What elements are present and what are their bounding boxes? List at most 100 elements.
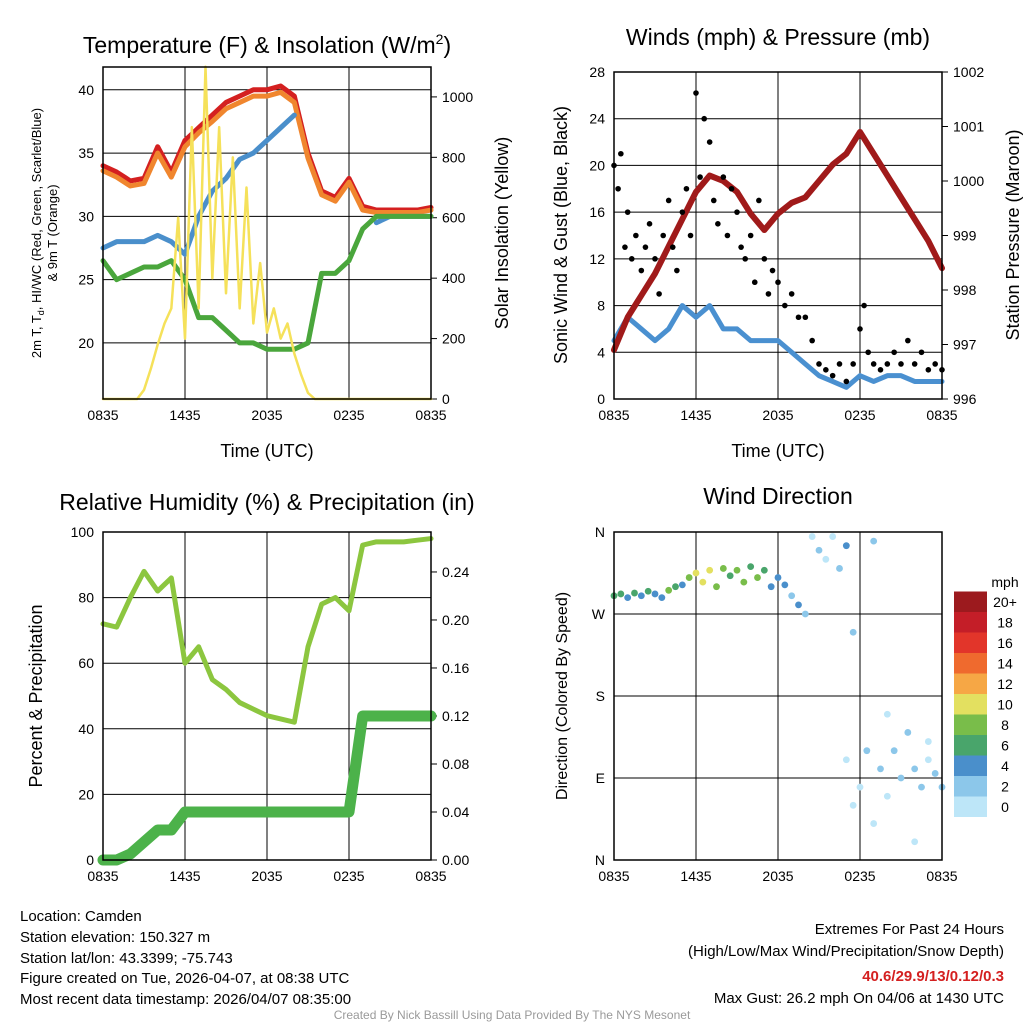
wind-direction-point (726, 572, 734, 580)
wdir-y-tick-label: N (595, 524, 605, 540)
credit-text: Created By Nick Bassill Using Data Provi… (334, 1008, 691, 1022)
wind-direction-point (911, 838, 919, 846)
gust-point (809, 337, 815, 344)
location-text: Location: Camden (20, 908, 142, 925)
temp-y-axis-label-line2: & 9m T (Orange) (45, 184, 60, 281)
wind-direction-point (747, 563, 755, 571)
gust-point (687, 232, 694, 239)
station-pressure-line (611, 128, 945, 353)
gust-point (674, 267, 680, 274)
wind-direction-point (781, 581, 789, 589)
temp-right-y-tick-label: 200 (442, 331, 466, 347)
wind-direction-point (774, 574, 782, 581)
temp-y-tick-label: 20 (78, 335, 94, 351)
temp-x-axis-label: Time (UTC) (220, 441, 313, 461)
wdir-y-tick-label: W (592, 606, 606, 622)
rh-y-tick-label: 100 (71, 524, 95, 540)
wdir-y-tick-label: N (595, 852, 605, 868)
gust-point (646, 221, 653, 227)
wind-direction-point (877, 765, 884, 773)
colorbar-swatch (954, 653, 987, 674)
rh-y-axis-label: Percent & Precipitation (26, 604, 46, 787)
colorbar-swatch (954, 632, 987, 653)
wind-direction-point (644, 587, 652, 595)
wdir-x-tick-label: 2035 (762, 868, 793, 884)
rh-right-y-tick-label: 0.00 (442, 852, 469, 868)
rh-data (97, 536, 437, 866)
colorbar-label: 16 (997, 635, 1013, 651)
9m-t-line (100, 89, 434, 216)
gust-point (905, 337, 911, 344)
colorbar-label: 12 (997, 676, 1013, 692)
colorbar-swatch (954, 796, 987, 817)
rh-x-tick-label: 0835 (87, 868, 118, 884)
wdir-chart: 0835 1435 2035 0235 0835NESWN024681012141618… (592, 524, 1017, 884)
wind-x-tick-label: 0235 (844, 407, 875, 423)
gust-point (898, 361, 904, 367)
gust-point (633, 232, 639, 239)
wind-direction-point (658, 594, 666, 601)
colorbar-swatch (954, 673, 987, 694)
colorbar-label: 8 (1001, 717, 1009, 733)
wind-direction-point (713, 583, 720, 591)
temp-right-y-tick-label: 800 (442, 149, 466, 165)
gust-point (679, 209, 686, 215)
colorbar-swatch (954, 714, 987, 735)
wdir-chart-title: Wind Direction (703, 483, 853, 509)
max-gust-text: Max Gust: 26.2 mph On 04/06 at 1430 UTC (714, 990, 1004, 1007)
wind-direction-point (836, 565, 843, 572)
temp-right-axis-label: Solar Insolation (Yellow) (492, 137, 512, 329)
wind-direction-point (624, 594, 632, 601)
extremes-subtitle: (High/Low/Max Wind/Precipitation/Snow De… (688, 943, 1004, 960)
wind-direction-point (829, 533, 837, 540)
rh-x-tick-label: 1435 (169, 868, 200, 884)
wind-direction-point (822, 555, 830, 563)
rh-y-tick-label: 40 (78, 721, 94, 737)
wind-x-axis-label: Time (UTC) (731, 441, 824, 461)
wind-direction-point (740, 578, 748, 586)
wind-data (611, 90, 945, 390)
colorbar-label: 6 (1001, 737, 1009, 753)
wind-direction-point (685, 574, 693, 581)
wind-direction-point (904, 729, 912, 736)
rh-plot-frame (102, 531, 432, 861)
gust-point (769, 267, 776, 274)
rh-right-y-tick-label: 0.04 (442, 804, 469, 820)
hi-wc-line (100, 112, 297, 257)
gust-point (683, 185, 690, 192)
wind-direction-point (924, 756, 932, 764)
colorbar-label: 0 (1001, 799, 1009, 815)
wind-direction-point (815, 546, 823, 554)
wdir-x-tick-label: 1435 (680, 868, 711, 884)
wind-direction-point (849, 628, 857, 636)
rh-x-tick-label: 0835 (415, 868, 446, 884)
wind-direction-point (692, 569, 700, 577)
extremes-values: 40.6/29.9/13/0.12/0.3 (862, 968, 1004, 985)
rh-right-y-tick-label: 0.12 (442, 708, 469, 724)
wind-direction-point (795, 601, 802, 609)
colorbar-swatch (954, 612, 987, 633)
gust-point (861, 302, 867, 309)
temp-x-tick-label: 0835 (87, 407, 118, 423)
wind-y-tick-label: 16 (589, 204, 605, 220)
wind-right-y-tick-label: 999 (953, 228, 977, 244)
gust-point (802, 314, 809, 321)
gust-point (622, 244, 628, 250)
gust-point (836, 361, 843, 367)
gust-point (765, 291, 772, 297)
wind-x-tick-label: 0835 (598, 407, 629, 423)
gust-point (925, 367, 932, 373)
wdir-y-axis-label: Direction (Colored By Speed) (554, 592, 571, 800)
gust-point (751, 279, 758, 286)
wind-direction-point (870, 820, 878, 827)
wind-direction-point (788, 592, 796, 600)
gust-point (756, 197, 762, 204)
wind-direction-point (856, 783, 864, 791)
temp-chart-title: Temperature (F) & Insolation (W/m2) (83, 31, 451, 58)
temp-y-tick-label: 30 (78, 208, 94, 224)
gust-point (918, 349, 925, 356)
rh-x-tick-label: 0235 (333, 868, 364, 884)
gust-point (724, 232, 731, 239)
wind-y-tick-label: 4 (597, 344, 605, 360)
colorbar-swatch (954, 694, 987, 715)
